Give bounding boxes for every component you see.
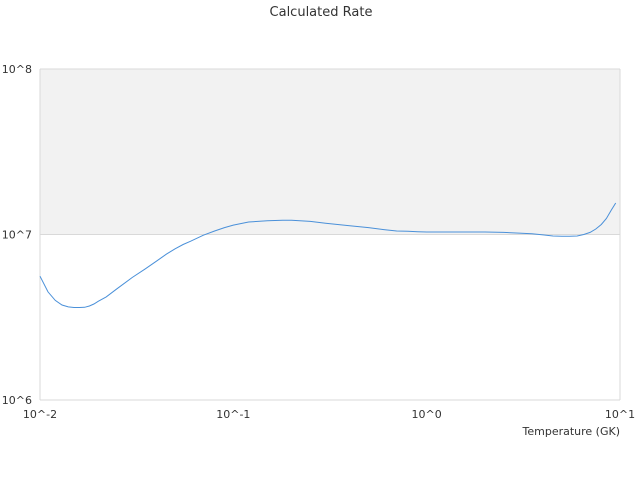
x-tick-label: 10^-1 — [216, 408, 250, 421]
plot-area: 10^6 10^7 10^8 10^-2 10^-1 10^0 10^1 — [2, 63, 635, 421]
y-tick-label: 10^8 — [2, 63, 32, 76]
chart-title: Calculated Rate — [270, 5, 373, 20]
x-tick-label: 10^-2 — [23, 408, 57, 421]
y-tick-label: 10^7 — [2, 229, 32, 242]
series-line — [39, 202, 617, 308]
x-tick-label: 10^1 — [605, 408, 635, 421]
grid-band — [40, 69, 620, 235]
x-axis-title: Temperature (GK) — [522, 425, 621, 438]
y-tick-label: 10^6 — [2, 394, 32, 407]
x-tick-label: 10^0 — [412, 408, 442, 421]
